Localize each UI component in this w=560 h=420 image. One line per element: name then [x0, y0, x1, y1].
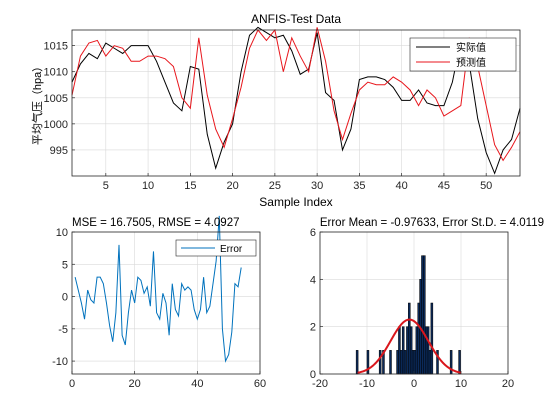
pressure-axes-box [71, 29, 521, 177]
predicted-series-line [71, 27, 521, 162]
histogram-fit-group [357, 318, 462, 374]
y-tick-label: 2 [310, 322, 316, 334]
actual-series-line [71, 26, 521, 175]
error-chart: 0 20 40 60 -10 -5 0 5 10 MSE = 16.7505, RMSE = 4… [52, 215, 266, 390]
pressure-title: ANFIS-Test Data [251, 12, 341, 26]
y-tick-label: 1005 [44, 93, 68, 105]
x-tick-label: -20 [312, 378, 328, 390]
x-tick-label: 40 [191, 378, 203, 390]
x-tick-label: 20 [502, 378, 514, 390]
pressure-ylabel: 平均气压（hpa） [30, 61, 44, 145]
legend-error-label: Error [220, 244, 243, 255]
error-series-group [74, 215, 242, 363]
pressure-legend: 实际值 预测值 [409, 37, 517, 72]
y-tick-label: 10 [56, 227, 68, 239]
x-tick-label: 0 [411, 378, 417, 390]
x-tick-label: 60 [254, 378, 266, 390]
x-tick-label: -10 [359, 378, 375, 390]
pressure-series-group [71, 26, 521, 175]
y-tick-label: 0 [310, 369, 316, 381]
x-tick-label: 5 [103, 180, 109, 192]
error-legend-box [175, 239, 257, 257]
histogram-bar [458, 350, 461, 375]
histogram-bar [355, 350, 359, 375]
x-tick-label: 20 [226, 180, 238, 192]
error-title: MSE = 16.7505, RMSE = 4.0927 [72, 217, 240, 229]
y-tick-label: 0 [62, 292, 68, 304]
pressure-xlabel: Sample Index [259, 195, 332, 209]
error-legend: Error [175, 239, 257, 257]
y-tick-label: 1010 [44, 67, 68, 79]
x-tick-label: 35 [353, 180, 365, 192]
histogram-bar [430, 302, 434, 375]
y-tick-label: 6 [310, 227, 316, 239]
x-tick-label: 10 [455, 378, 467, 390]
histogram-bar [403, 350, 407, 375]
y-tick-label: 4 [310, 274, 316, 286]
histogram-bar [389, 350, 392, 375]
pressure-legend-box [409, 37, 517, 72]
y-tick-label: 5 [62, 259, 68, 271]
y-tick-label: -5 [58, 324, 68, 336]
histogram-tick-labels: -20 -10 0 10 20 0 2 4 6 [310, 227, 514, 390]
x-tick-label: 50 [480, 180, 492, 192]
y-tick-label: 995 [50, 145, 68, 157]
x-tick-label: 15 [184, 180, 196, 192]
x-tick-label: 0 [69, 378, 75, 390]
y-tick-label: 1015 [44, 41, 68, 53]
x-tick-label: 10 [142, 180, 154, 192]
x-tick-label: 45 [438, 180, 450, 192]
histogram-bar [378, 350, 382, 375]
legend-predicted-label: 预测值 [456, 56, 486, 69]
x-tick-label: 20 [129, 378, 141, 390]
error-axes-box [71, 231, 261, 375]
error-series-line [74, 215, 242, 363]
x-tick-label: 40 [396, 180, 408, 192]
y-tick-label: 1000 [44, 119, 68, 131]
legend-actual-label: 实际值 [456, 41, 486, 54]
histogram-chart: -20 -10 0 10 20 0 2 4 6 Error Mean = -0.97633, E… [310, 217, 544, 390]
normal-fit-curve [357, 318, 462, 374]
x-tick-label: 30 [311, 180, 323, 192]
histogram-title: Error Mean = -0.97633, Error St.D. = 4.0… [320, 217, 544, 229]
y-tick-label: -10 [52, 356, 68, 368]
error-tick-labels: 0 20 40 60 -10 -5 0 5 10 [52, 227, 266, 390]
x-tick-label: 25 [269, 180, 281, 192]
